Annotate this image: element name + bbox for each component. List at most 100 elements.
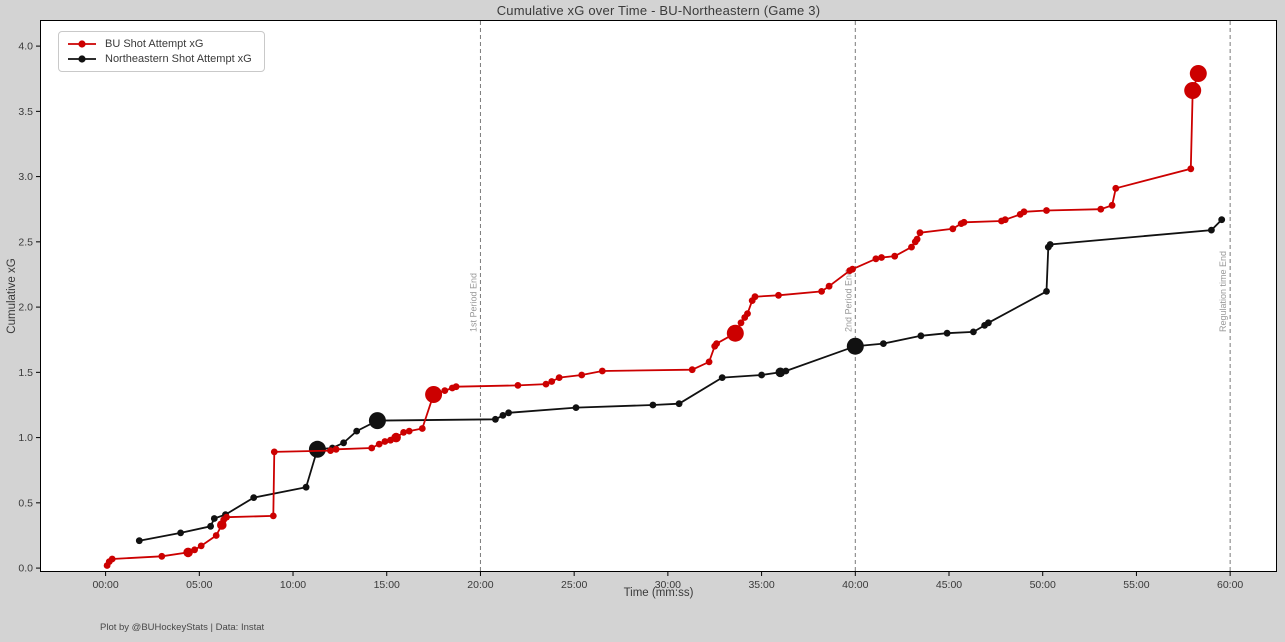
chart-title: Cumulative xG over Time - BU-Northeaster… xyxy=(496,3,821,18)
legend: BU Shot Attempt xG Northeastern Shot Atte… xyxy=(58,31,265,72)
shot-marker-bu-shot-attempt-xg xyxy=(223,513,230,521)
x-tick-label: 60:00 xyxy=(1217,579,1243,591)
goal-marker-northeastern-shot-attempt-xg xyxy=(846,337,864,355)
goal-marker-bu-shot-attempt-xg xyxy=(726,324,744,342)
shot-marker-bu-shot-attempt-xg xyxy=(1020,208,1028,216)
shot-marker-northeastern-shot-attempt-xg xyxy=(985,319,992,327)
goal-marker-northeastern-shot-attempt-xg xyxy=(308,440,326,458)
shot-marker-bu-shot-attempt-xg xyxy=(872,255,880,263)
shot-marker-bu-shot-attempt-xg xyxy=(818,288,825,295)
y-tick-label: 2.5 xyxy=(18,236,33,248)
shot-marker-bu-shot-attempt-xg xyxy=(1097,205,1105,213)
x-tick-label: 10:00 xyxy=(280,579,306,591)
shot-marker-northeastern-shot-attempt-xg xyxy=(917,332,925,340)
x-tick-label: 25:00 xyxy=(561,579,587,591)
shot-marker-northeastern-shot-attempt-xg xyxy=(302,483,310,491)
x-axis-label: Time (mm:ss) xyxy=(623,587,694,599)
shot-marker-bu-shot-attempt-xg xyxy=(514,382,522,389)
shot-marker-bu-shot-attempt-xg xyxy=(751,293,759,301)
shot-marker-bu-shot-attempt-xg xyxy=(441,387,449,394)
shot-marker-bu-shot-attempt-xg xyxy=(688,366,696,374)
plot-frame xyxy=(40,20,1277,572)
shot-marker-northeastern-shot-attempt-xg xyxy=(718,374,726,381)
shot-marker-bu-shot-attempt-xg xyxy=(418,425,426,432)
shot-marker-bu-shot-attempt-xg xyxy=(405,427,413,435)
shot-marker-bu-shot-attempt-xg xyxy=(913,235,921,243)
shot-marker-northeastern-shot-attempt-xg xyxy=(1218,216,1226,224)
shot-marker-northeastern-shot-attempt-xg xyxy=(1046,241,1054,248)
shot-marker-northeastern-shot-attempt-xg xyxy=(505,409,512,417)
shot-marker-bu-shot-attempt-xg xyxy=(332,445,340,453)
shot-marker-bu-shot-attempt-xg xyxy=(1187,165,1195,173)
x-tick-label: 05:00 xyxy=(186,579,212,591)
shot-marker-bu-shot-attempt-xg xyxy=(555,374,563,381)
shot-marker-northeastern-shot-attempt-xg xyxy=(572,404,580,411)
x-tick-label: 35:00 xyxy=(748,579,774,591)
shot-marker-bu-shot-attempt-xg xyxy=(183,547,193,558)
shot-marker-bu-shot-attempt-xg xyxy=(825,282,833,290)
shot-marker-bu-shot-attempt-xg xyxy=(744,310,751,317)
shot-marker-bu-shot-attempt-xg xyxy=(1112,184,1120,192)
shot-marker-northeastern-shot-attempt-xg xyxy=(492,415,499,423)
shot-marker-northeastern-shot-attempt-xg xyxy=(1208,226,1215,234)
x-tick-label: 40:00 xyxy=(842,579,868,591)
shot-marker-northeastern-shot-attempt-xg xyxy=(758,371,765,379)
y-tick-label: 4.0 xyxy=(18,41,33,53)
period-line-label: 2nd Period End xyxy=(843,270,853,332)
shot-marker-bu-shot-attempt-xg xyxy=(916,229,924,237)
legend-label: Northeastern Shot Attempt xG xyxy=(105,53,252,65)
period-line-label: Regulation time End xyxy=(1218,251,1228,332)
legend-swatch-icon xyxy=(68,55,96,63)
x-tick-label: 50:00 xyxy=(1030,579,1056,591)
shot-marker-northeastern-shot-attempt-xg xyxy=(1043,288,1050,295)
shot-marker-bu-shot-attempt-xg xyxy=(960,218,968,226)
shot-marker-northeastern-shot-attempt-xg xyxy=(210,515,218,522)
y-tick-label: 3.0 xyxy=(18,171,33,183)
shot-marker-bu-shot-attempt-xg xyxy=(191,546,199,554)
y-tick-label: 2.0 xyxy=(18,302,33,314)
shot-marker-bu-shot-attempt-xg xyxy=(197,542,205,550)
shot-marker-bu-shot-attempt-xg xyxy=(270,448,278,456)
shot-marker-bu-shot-attempt-xg xyxy=(598,367,606,375)
shot-marker-bu-shot-attempt-xg xyxy=(908,243,915,251)
shot-marker-bu-shot-attempt-xg xyxy=(452,383,460,391)
y-tick-label: 0.0 xyxy=(18,563,33,575)
shot-marker-bu-shot-attempt-xg xyxy=(391,432,401,443)
shot-marker-northeastern-shot-attempt-xg xyxy=(943,329,951,337)
shot-marker-northeastern-shot-attempt-xg xyxy=(177,529,185,537)
x-tick-label: 45:00 xyxy=(936,579,962,591)
shot-marker-bu-shot-attempt-xg xyxy=(1001,216,1009,224)
shot-marker-bu-shot-attempt-xg xyxy=(269,512,277,520)
x-tick-label: 15:00 xyxy=(374,579,400,591)
shot-marker-bu-shot-attempt-xg xyxy=(849,265,856,273)
y-tick-label: 1.0 xyxy=(18,432,33,444)
shot-marker-bu-shot-attempt-xg xyxy=(542,380,550,388)
shot-marker-bu-shot-attempt-xg xyxy=(578,371,586,379)
goal-marker-bu-shot-attempt-xg xyxy=(1189,65,1207,82)
shot-marker-bu-shot-attempt-xg xyxy=(949,225,957,233)
shot-marker-bu-shot-attempt-xg xyxy=(212,532,220,539)
period-line-label: 1st Period End xyxy=(468,273,478,332)
goal-marker-bu-shot-attempt-xg xyxy=(1184,82,1202,99)
shot-marker-northeastern-shot-attempt-xg xyxy=(782,367,790,375)
shot-marker-bu-shot-attempt-xg xyxy=(368,444,376,452)
footer-credit: Plot by @BUHockeyStats | Data: Instat xyxy=(100,622,265,633)
shot-marker-northeastern-shot-attempt-xg xyxy=(649,401,657,409)
x-tick-label: 00:00 xyxy=(92,579,118,591)
shot-marker-bu-shot-attempt-xg xyxy=(891,252,899,260)
shot-marker-bu-shot-attempt-xg xyxy=(375,440,383,448)
legend-swatch-icon xyxy=(68,40,96,48)
shot-marker-bu-shot-attempt-xg xyxy=(737,319,745,327)
shot-marker-bu-shot-attempt-xg xyxy=(775,291,782,299)
goal-marker-bu-shot-attempt-xg xyxy=(425,386,443,403)
shot-marker-bu-shot-attempt-xg xyxy=(1108,201,1116,209)
shot-marker-northeastern-shot-attempt-xg xyxy=(880,340,887,347)
shot-marker-bu-shot-attempt-xg xyxy=(108,555,116,563)
shot-marker-northeastern-shot-attempt-xg xyxy=(675,400,683,408)
shot-marker-northeastern-shot-attempt-xg xyxy=(353,427,361,435)
shot-marker-bu-shot-attempt-xg xyxy=(705,358,713,366)
shot-marker-northeastern-shot-attempt-xg xyxy=(250,494,258,501)
y-tick-label: 0.5 xyxy=(18,497,33,509)
